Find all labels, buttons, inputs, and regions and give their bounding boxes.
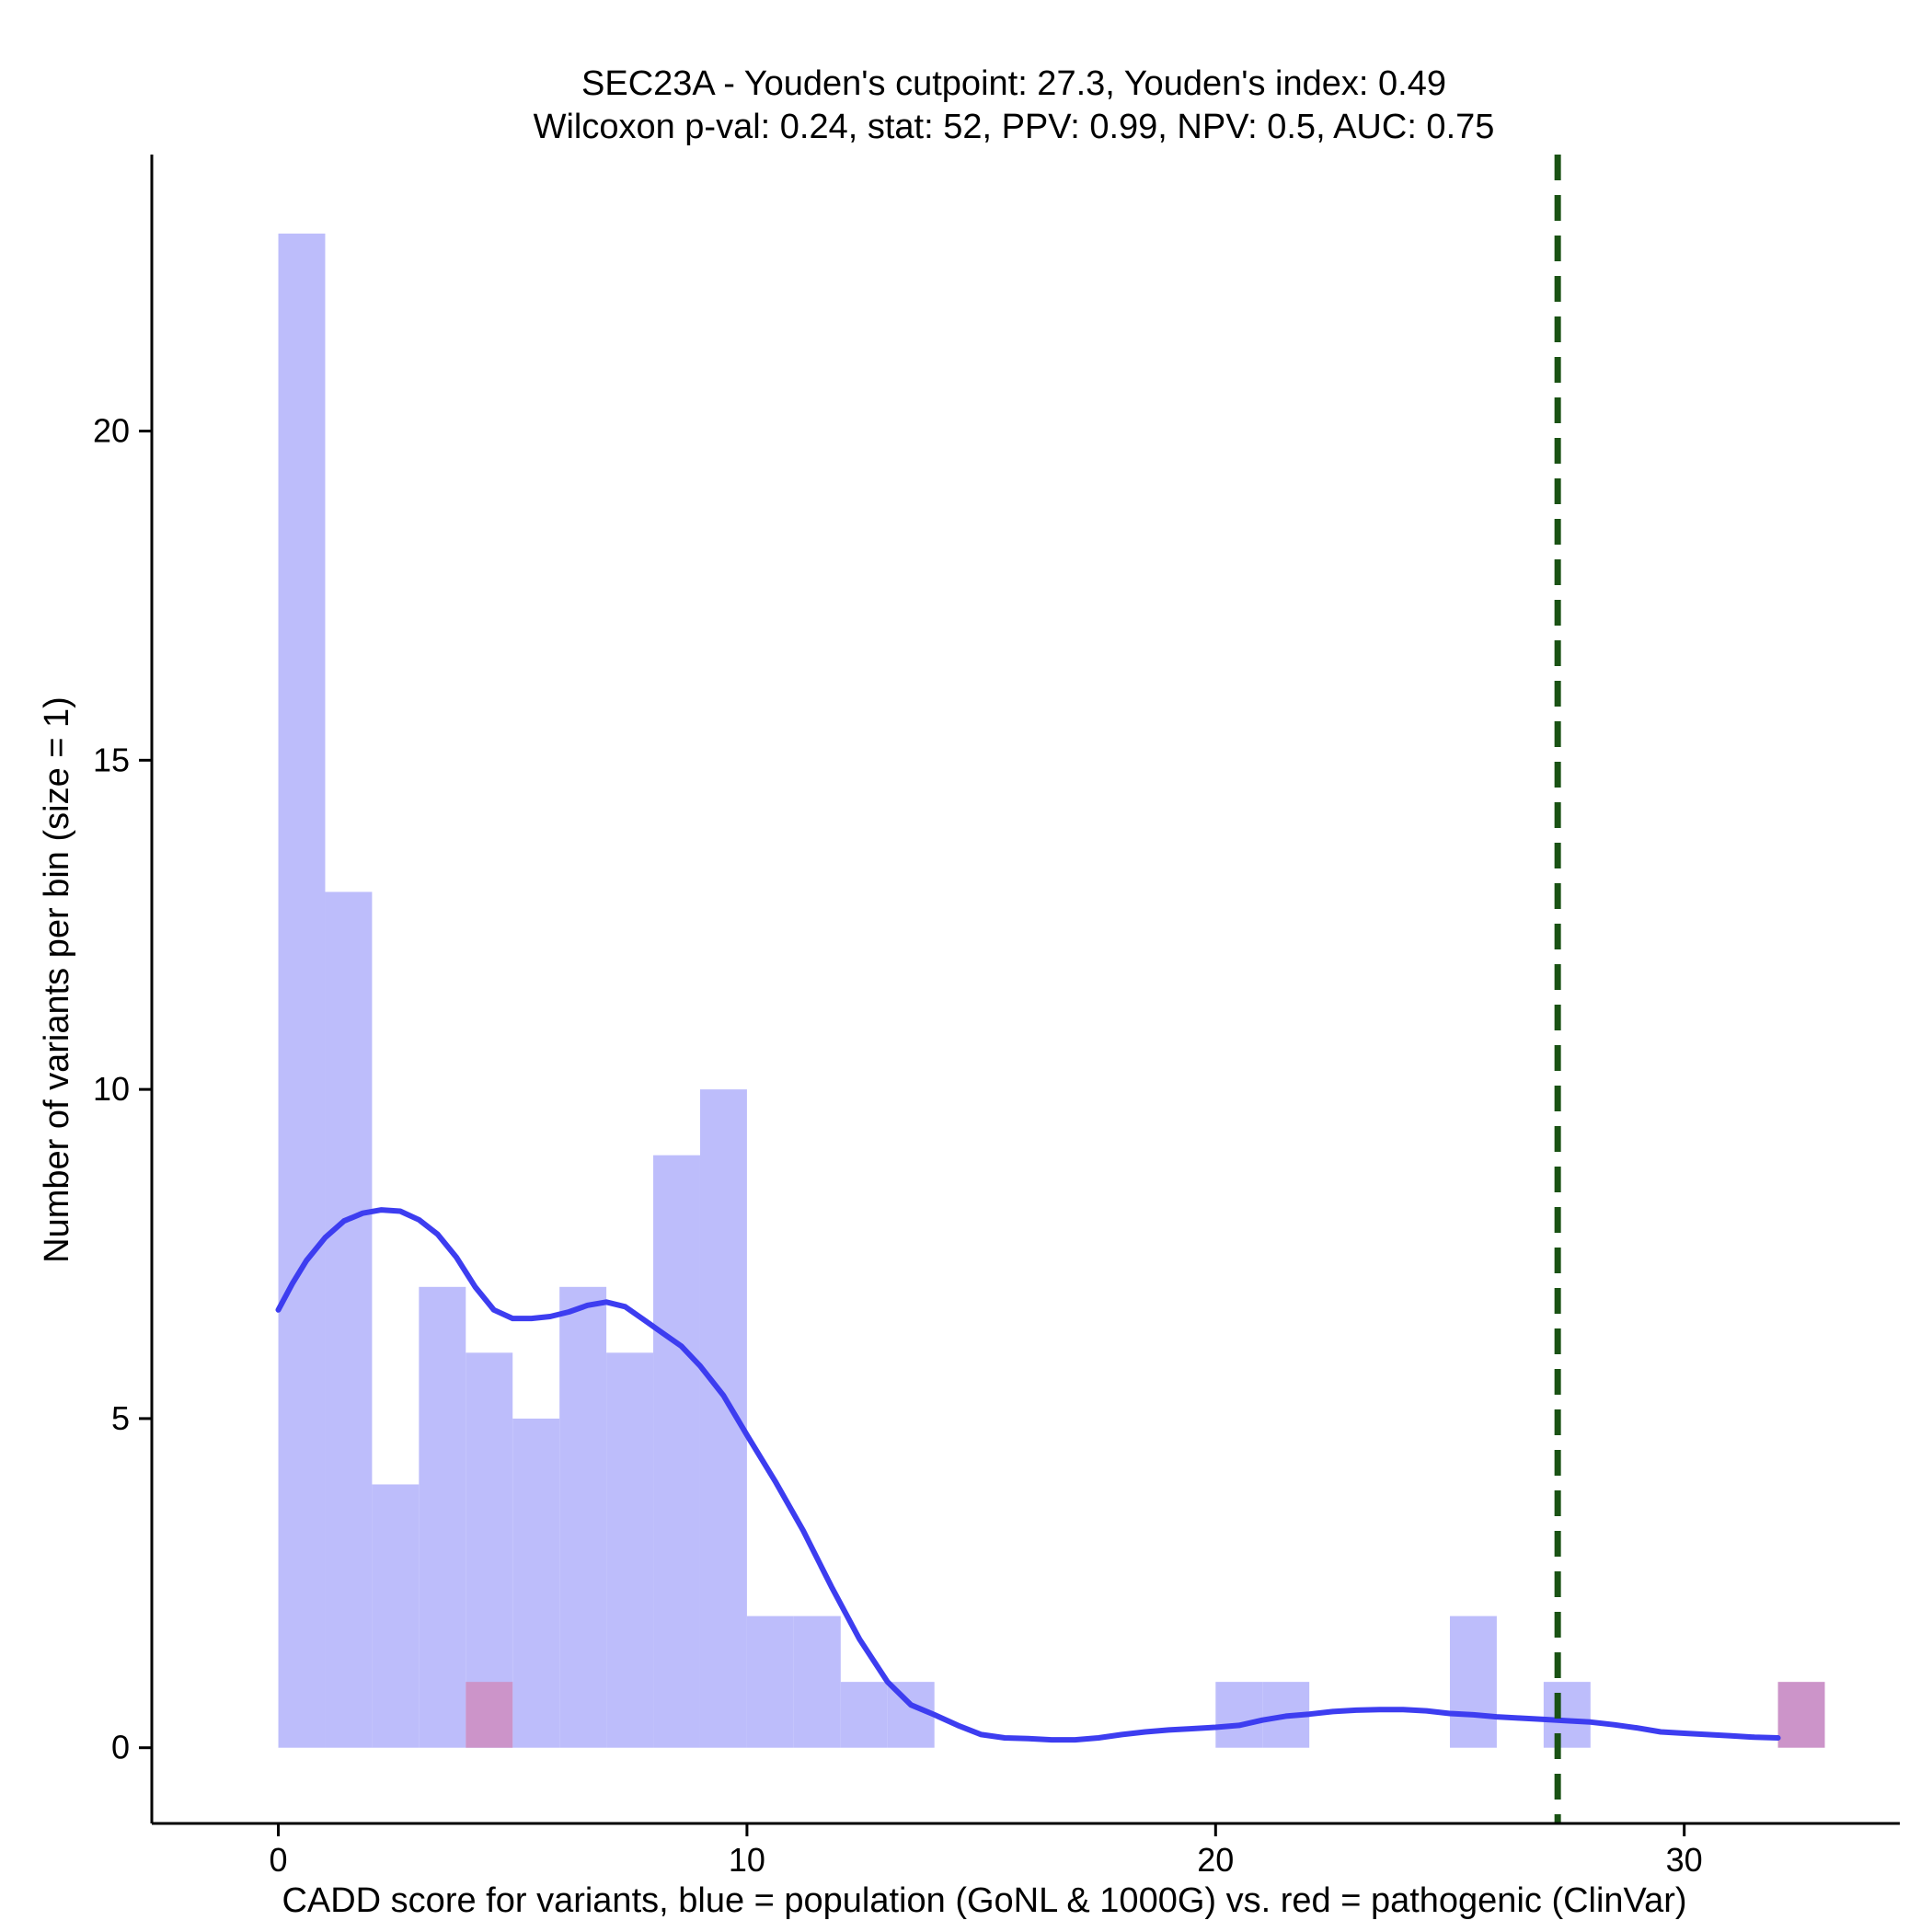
pathogenic-bar xyxy=(1777,1682,1825,1748)
x-tick-label: 30 xyxy=(1666,1841,1703,1879)
population-bar xyxy=(419,1286,466,1748)
chart-title-line-1: SEC23A - Youden's cutpoint: 27.3, Youden… xyxy=(581,64,1446,103)
x-tick-label: 0 xyxy=(270,1841,288,1879)
population-bar xyxy=(512,1418,560,1748)
population-bar xyxy=(1215,1682,1263,1748)
y-tick-label: 15 xyxy=(93,741,130,778)
pathogenic-bar xyxy=(466,1682,513,1748)
chart-title-line-2: Wilcoxon p-val: 0.24, stat: 52, PPV: 0.9… xyxy=(534,108,1495,146)
population-bar xyxy=(746,1616,794,1748)
population-bar xyxy=(653,1155,700,1748)
x-axis-label: CADD score for variants, blue = populati… xyxy=(282,1881,1686,1920)
histogram-bars xyxy=(278,233,1825,1748)
population-bar xyxy=(325,891,373,1748)
y-tick-label: 0 xyxy=(111,1729,130,1766)
population-bar xyxy=(1449,1616,1497,1748)
population-bar xyxy=(278,233,326,1748)
x-tick-label: 20 xyxy=(1197,1841,1234,1879)
density-curve-layer xyxy=(275,1207,1781,1743)
y-tick-label: 20 xyxy=(93,412,130,450)
population-bar xyxy=(793,1616,841,1748)
y-axis-label: Number of variants per bin (size = 1) xyxy=(38,696,76,1263)
y-tick-label: 5 xyxy=(111,1399,130,1437)
population-bar xyxy=(1543,1682,1591,1748)
population-bar xyxy=(559,1286,607,1748)
x-tick-label: 10 xyxy=(729,1841,765,1879)
density-curve xyxy=(275,1207,1781,1743)
population-bar xyxy=(606,1352,654,1748)
population-bar xyxy=(840,1682,888,1748)
y-tick-label: 10 xyxy=(93,1070,130,1108)
population-bar xyxy=(372,1484,420,1748)
axes: 0 10 20 30 0 5 10 15 20 xyxy=(93,155,1900,1879)
